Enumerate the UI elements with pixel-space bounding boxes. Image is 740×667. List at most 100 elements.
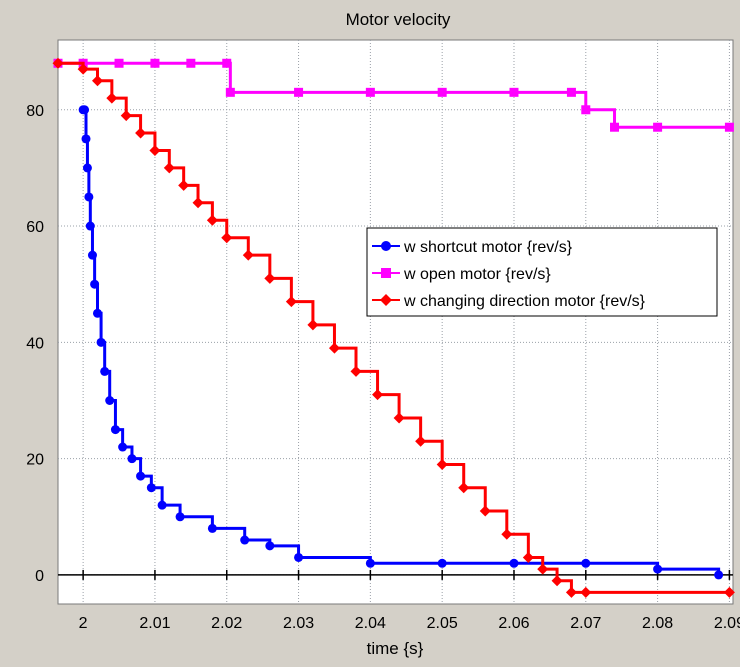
data-point — [100, 366, 110, 376]
data-point — [146, 483, 156, 493]
x-tick-label: 2.05 — [427, 615, 458, 632]
data-point — [436, 458, 448, 470]
data-point — [84, 192, 94, 202]
data-point — [307, 319, 319, 331]
data-point — [581, 105, 591, 115]
legend-label: w shortcut motor {rev/s} — [403, 239, 573, 256]
x-tick-label: 2.02 — [211, 615, 242, 632]
data-point — [537, 563, 549, 575]
data-point — [221, 232, 233, 244]
data-point — [206, 214, 218, 226]
data-point — [415, 435, 427, 447]
x-tick-label: 2.04 — [355, 615, 386, 632]
data-point — [157, 500, 167, 510]
data-point — [240, 535, 250, 545]
x-tick-label: 2.06 — [498, 615, 529, 632]
data-point — [136, 471, 146, 481]
data-point — [207, 523, 217, 533]
data-point — [653, 564, 663, 574]
data-point — [52, 57, 64, 69]
data-point — [653, 122, 663, 132]
x-tick-label: 2 — [79, 615, 88, 632]
data-point — [127, 454, 137, 464]
data-point — [96, 337, 106, 347]
data-point — [381, 268, 391, 278]
data-point — [350, 365, 362, 377]
data-point — [150, 58, 160, 68]
chart-title: Motor velocity — [346, 10, 451, 29]
data-point — [114, 58, 124, 68]
data-point — [580, 586, 592, 598]
data-point — [551, 575, 563, 587]
series-layer — [52, 57, 735, 598]
data-point — [91, 75, 103, 87]
data-point — [365, 87, 375, 97]
data-point — [178, 179, 190, 191]
data-point — [118, 442, 128, 452]
series-1 — [78, 105, 724, 580]
data-point — [135, 127, 147, 139]
x-tick-label: 2.03 — [283, 615, 314, 632]
data-point — [175, 512, 185, 522]
data-point — [565, 586, 577, 598]
data-point — [294, 87, 304, 97]
data-point — [192, 197, 204, 209]
data-point — [381, 241, 391, 251]
x-tick-label: 2.08 — [642, 615, 673, 632]
series-line — [83, 108, 721, 575]
data-point — [87, 250, 97, 260]
legend-box — [366, 227, 718, 317]
x-tick-label: 2.09 — [714, 615, 740, 632]
data-point — [77, 63, 89, 75]
data-point — [106, 92, 118, 104]
data-point — [82, 163, 92, 173]
data-point — [365, 558, 375, 568]
grid — [58, 40, 733, 604]
x-tick-label: 2.01 — [139, 615, 170, 632]
data-point — [149, 144, 161, 156]
data-point — [242, 249, 254, 261]
legend-label: w open motor {rev/s} — [403, 266, 551, 283]
y-tick-label: 60 — [26, 219, 44, 236]
data-point — [479, 505, 491, 517]
data-point — [509, 87, 519, 97]
series-line — [58, 61, 730, 594]
data-point — [566, 87, 576, 97]
x-tick-labels: 2 2.01 2.02 2.03 2.04 2.05 2.06 2.07 2.08 2.09 — [79, 615, 740, 632]
data-point — [294, 552, 304, 562]
legend-label: w changing direction motor {rev/s} — [403, 293, 646, 310]
data-point — [264, 272, 276, 284]
data-point — [509, 558, 519, 568]
data-point — [92, 308, 102, 318]
data-point — [265, 541, 275, 551]
data-point — [163, 162, 175, 174]
data-point — [105, 395, 115, 405]
data-point — [610, 122, 620, 132]
data-point — [80, 105, 90, 115]
data-point — [522, 551, 534, 563]
data-point — [222, 58, 232, 68]
data-point — [328, 342, 340, 354]
data-point — [501, 528, 513, 540]
data-point — [285, 296, 297, 308]
data-point — [380, 294, 392, 306]
data-point — [724, 122, 734, 132]
data-point — [186, 58, 196, 68]
x-tick-label: 2.07 — [570, 615, 601, 632]
data-point — [81, 134, 91, 144]
data-point — [110, 425, 120, 435]
data-point — [393, 412, 405, 424]
data-point — [437, 558, 447, 568]
data-point — [90, 279, 100, 289]
data-point — [723, 586, 735, 598]
legend: w shortcut motor {rev/s} w open motor {re… — [366, 227, 718, 317]
y-tick-label: 80 — [26, 103, 44, 120]
data-point — [85, 221, 95, 231]
data-point — [120, 110, 132, 122]
y-tick-labels: 0 20 40 60 80 — [26, 103, 44, 585]
data-point — [458, 482, 470, 494]
data-point — [714, 570, 724, 580]
series-3 — [52, 57, 735, 598]
